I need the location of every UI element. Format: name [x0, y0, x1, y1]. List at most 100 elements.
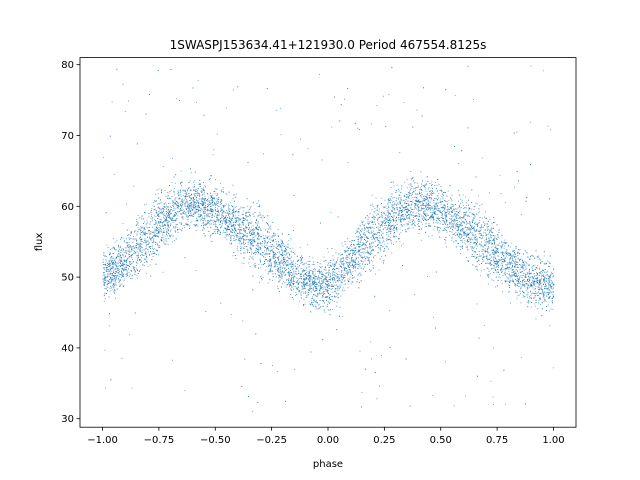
data-point: [434, 213, 435, 215]
data-point: [345, 267, 347, 269]
data-point: [388, 231, 390, 233]
data-point: [531, 266, 533, 268]
data-point: [223, 216, 225, 217]
data-point: [345, 258, 347, 259]
data-point: [340, 295, 342, 297]
data-point: [549, 284, 551, 286]
data-point: [216, 195, 217, 197]
data-point: [415, 203, 416, 205]
data-point: [532, 277, 534, 279]
data-point: [548, 279, 550, 281]
data-point: [437, 227, 439, 228]
data-point: [468, 232, 470, 234]
data-point: [323, 309, 325, 311]
data-point: [246, 232, 248, 234]
data-point: [430, 199, 432, 201]
data-point: [145, 245, 147, 247]
data-point: [268, 232, 270, 234]
data-point: [510, 275, 512, 276]
data-point: [335, 262, 336, 264]
data-point: [493, 263, 495, 265]
data-point: [186, 196, 188, 198]
data-point: [172, 201, 174, 203]
data-point: [309, 278, 311, 280]
data-point: [156, 243, 158, 244]
data-point: [373, 237, 375, 239]
data-point: [131, 271, 132, 272]
data-point: [375, 246, 377, 248]
data-point: [484, 216, 485, 218]
data-point: [354, 259, 356, 261]
data-point: [398, 189, 399, 191]
data-point: [446, 203, 448, 205]
data-point: [144, 204, 145, 206]
data-point: [247, 243, 249, 245]
data-point: [258, 200, 259, 202]
data-point: [267, 260, 268, 262]
data-point: [150, 217, 152, 219]
data-point: [481, 257, 483, 259]
data-point: [249, 215, 251, 217]
data-point: [144, 258, 145, 260]
data-point: [211, 203, 213, 205]
data-point: [331, 126, 333, 128]
data-point: [184, 193, 186, 194]
data-point: [517, 283, 519, 284]
data-point: [357, 236, 359, 238]
data-point: [507, 252, 509, 254]
data-point: [235, 227, 236, 229]
data-point: [411, 193, 413, 195]
data-point: [279, 246, 281, 248]
data-point: [165, 220, 167, 222]
data-point: [288, 280, 290, 282]
data-point: [399, 202, 401, 204]
data-point: [390, 225, 392, 227]
data-point: [238, 212, 240, 214]
data-point: [396, 206, 398, 208]
data-point: [351, 261, 353, 262]
data-point: [461, 245, 463, 247]
data-point: [129, 273, 131, 275]
data-point: [183, 212, 185, 213]
data-point: [388, 230, 390, 232]
data-point: [339, 261, 341, 262]
data-point: [183, 195, 185, 196]
data-point: [330, 299, 332, 300]
data-point: [547, 260, 548, 262]
data-point: [194, 184, 195, 186]
data-point: [295, 268, 297, 270]
data-point: [474, 238, 476, 240]
data-point: [157, 203, 158, 205]
data-point: [327, 297, 329, 299]
data-point: [293, 286, 295, 287]
data-point: [267, 232, 269, 233]
data-point: [283, 261, 285, 263]
data-point: [280, 246, 282, 248]
data-point: [360, 249, 361, 251]
data-point: [136, 265, 137, 266]
data-point: [281, 283, 283, 285]
data-point: [489, 192, 490, 194]
data-point: [428, 186, 430, 188]
data-point: [120, 254, 122, 256]
data-point: [148, 247, 150, 248]
data-point: [475, 230, 477, 232]
data-point: [207, 208, 209, 210]
data-point: [418, 233, 420, 234]
data-point: [122, 265, 124, 267]
data-point: [463, 242, 465, 244]
data-point: [146, 233, 148, 234]
data-point: [437, 217, 438, 219]
data-point: [509, 281, 511, 283]
data-point: [399, 200, 400, 202]
data-point: [269, 226, 271, 228]
data-point: [327, 251, 329, 253]
data-point: [482, 254, 484, 255]
data-point: [114, 278, 116, 280]
data-point: [120, 239, 121, 241]
data-point: [526, 294, 528, 296]
data-point: [316, 296, 317, 297]
data-point: [264, 254, 266, 256]
data-point: [119, 256, 121, 258]
data-point: [533, 265, 534, 267]
